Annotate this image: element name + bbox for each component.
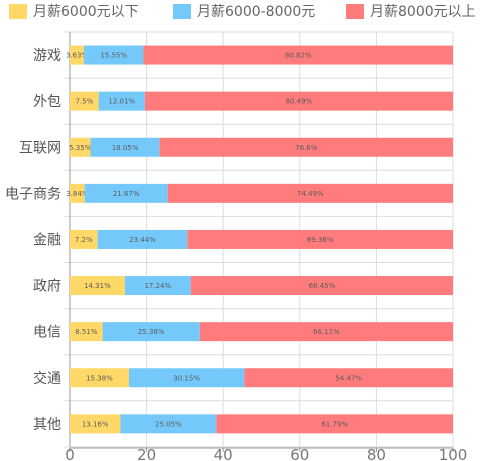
data-label-6-2: 17.24% — [144, 282, 171, 290]
bar-6-series-3 — [190, 276, 454, 296]
data-label-9-1: 13.16% — [82, 420, 109, 428]
data-label-7-2: 25.38% — [138, 328, 165, 336]
legend-label-below-6000: 月薪6000元以下 — [33, 4, 139, 20]
chart-legend: 月薪6000元以下 月薪6000-8000元 月薪8000元以上 — [0, 1, 484, 21]
bar-2-series-3 — [144, 91, 453, 111]
data-label-5-3: 69.36% — [307, 236, 334, 244]
data-label-5-1: 7.2% — [75, 236, 93, 244]
data-label-5-2: 23.44% — [129, 236, 156, 244]
data-label-4-3: 74.49% — [297, 190, 324, 198]
bar-3-series-3 — [159, 137, 453, 157]
data-label-1-3: 80.82% — [285, 52, 312, 60]
x-tick-label-0: 0 — [65, 446, 75, 461]
data-label-3-2: 18.05% — [112, 144, 139, 152]
data-label-7-3: 66.11% — [313, 328, 340, 336]
bar-6-series-2 — [124, 276, 191, 296]
x-tick-label-1: 20 — [137, 446, 156, 461]
bar-3-series-1 — [70, 137, 91, 157]
bar-8-series-2 — [128, 368, 245, 388]
bar-7-series-1 — [70, 322, 103, 342]
category-label-4: 电子商务 — [5, 186, 61, 202]
data-label-6-3: 68.45% — [309, 282, 336, 290]
category-label-9: 其他 — [33, 417, 61, 433]
data-label-9-3: 61.79% — [321, 420, 348, 428]
data-label-9-2: 25.05% — [155, 420, 182, 428]
bar-8-series-3 — [244, 368, 453, 388]
bar-9-series-3 — [216, 414, 453, 434]
legend-swatch-6000-8000 — [173, 3, 191, 19]
category-label-3: 互联网 — [19, 140, 61, 156]
bar-6-series-1 — [70, 276, 125, 296]
legend-item-above-8000[interactable]: 月薪8000元以上 — [346, 1, 476, 21]
data-label-3-3: 76.6% — [295, 144, 318, 152]
bar-9-series-2 — [120, 414, 217, 434]
bar-5-series-2 — [97, 229, 188, 249]
data-label-8-2: 30.15% — [173, 374, 200, 382]
data-label-1-2: 15.55% — [100, 52, 127, 60]
data-label-7-1: 8.51% — [75, 328, 98, 336]
category-label-8: 交通 — [33, 370, 61, 387]
bar-7-series-3 — [199, 322, 453, 342]
category-label-1: 游戏 — [33, 48, 61, 64]
legend-label-6000-8000: 月薪6000-8000元 — [197, 4, 316, 20]
bar-1-series-2 — [83, 45, 144, 65]
data-label-2-1: 7.5% — [75, 98, 93, 106]
bar-3-series-2 — [90, 137, 160, 157]
x-tick-label-5: 100 — [439, 446, 468, 461]
category-label-5: 金融 — [33, 232, 61, 248]
bar-1-series-1 — [70, 45, 84, 65]
legend-swatch-above-8000 — [346, 3, 364, 19]
data-label-2-3: 80.49% — [286, 98, 313, 106]
bar-2-series-1 — [70, 91, 99, 111]
bar-4-series-2 — [84, 183, 168, 203]
bar-9-series-1 — [70, 414, 121, 434]
category-label-6: 政府 — [33, 279, 61, 295]
bar-7-series-2 — [102, 322, 200, 342]
data-label-1-1: 3.63% — [66, 52, 89, 60]
legend-item-below-6000[interactable]: 月薪6000元以下 — [9, 1, 139, 21]
bar-4-series-1 — [70, 183, 85, 203]
data-label-3-1: 5.35% — [69, 144, 92, 152]
bar-5-series-1 — [70, 229, 98, 249]
data-label-8-3: 54.47% — [335, 374, 362, 382]
data-label-2-2: 12.01% — [108, 98, 135, 106]
bar-2-series-2 — [98, 91, 145, 111]
x-tick-label-2: 40 — [214, 446, 233, 461]
legend-swatch-below-6000 — [9, 3, 27, 19]
data-label-6-1: 14.31% — [84, 282, 111, 290]
legend-label-above-8000: 月薪8000元以上 — [370, 4, 476, 20]
data-label-4-1: 3.84% — [66, 190, 89, 198]
x-tick-label-3: 60 — [290, 446, 309, 461]
legend-item-6000-8000[interactable]: 月薪6000-8000元 — [173, 1, 315, 21]
category-label-2: 外包 — [33, 94, 61, 110]
category-label-7: 电信 — [33, 325, 61, 341]
data-label-4-2: 21.67% — [113, 190, 140, 198]
x-tick-label-4: 80 — [367, 446, 386, 461]
bar-5-series-3 — [187, 229, 453, 249]
bar-8-series-1 — [70, 368, 129, 388]
bar-1-series-3 — [143, 45, 453, 65]
bar-4-series-3 — [167, 183, 453, 203]
data-label-8-1: 15.38% — [86, 374, 113, 382]
